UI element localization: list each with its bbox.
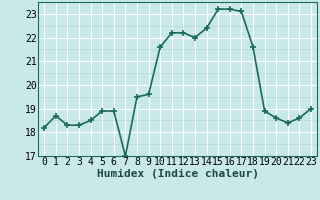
- X-axis label: Humidex (Indice chaleur): Humidex (Indice chaleur): [97, 169, 259, 179]
